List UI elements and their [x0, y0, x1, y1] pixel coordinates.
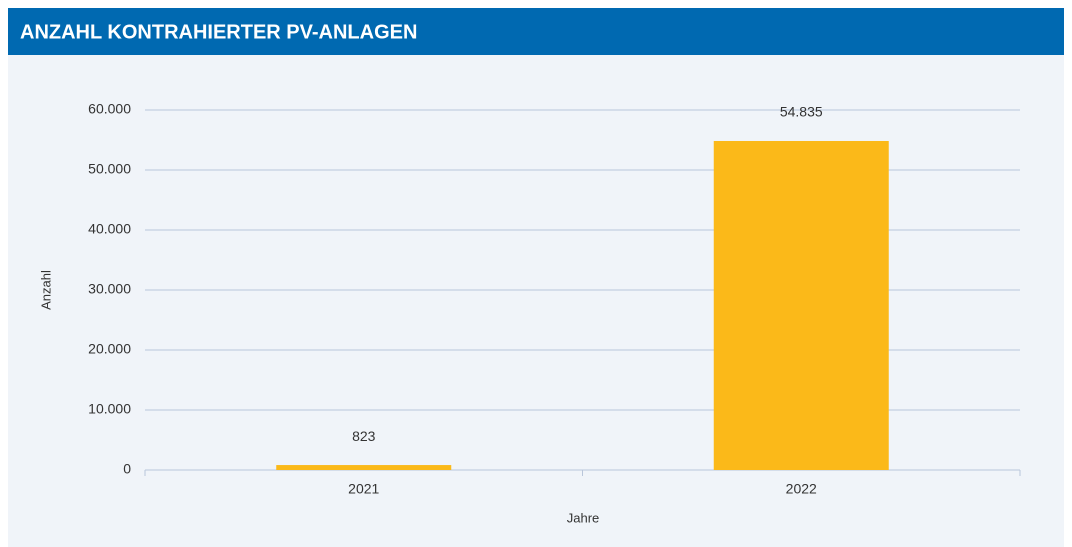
bar	[713, 140, 889, 471]
y-tick-label: 20.000	[88, 341, 131, 357]
data-label: 54.835	[780, 104, 823, 120]
panel	[8, 55, 1064, 547]
data-label: 823	[352, 428, 376, 444]
y-tick-label: 40.000	[88, 221, 131, 237]
x-tick-label: 2021	[348, 481, 379, 497]
header	[8, 8, 1064, 55]
x-tick-label: 2022	[786, 481, 817, 497]
y-tick-label: 30.000	[88, 281, 131, 297]
y-tick-label: 10.000	[88, 401, 131, 417]
x-axis-label: Jahre	[567, 510, 600, 525]
y-tick-label: 0	[123, 461, 131, 477]
bar	[276, 465, 452, 470]
y-tick-label: 50.000	[88, 161, 131, 177]
y-tick-label: 60.000	[88, 101, 131, 117]
y-axis-label: Anzahl	[38, 270, 53, 310]
chart-title: ANZAHL KONTRAHIERTER PV-ANLAGEN	[20, 21, 417, 43]
